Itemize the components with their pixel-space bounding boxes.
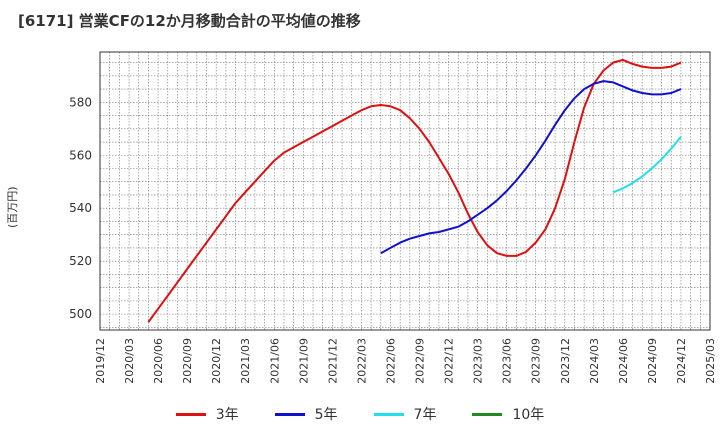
- legend-swatch-10y: [472, 412, 503, 416]
- series-line-1: [380, 80, 682, 255]
- x-tick-label: 2023/09: [530, 338, 543, 384]
- x-tick-label: 2021/09: [297, 338, 310, 384]
- x-tick-label: 2022/12: [443, 338, 456, 384]
- x-tick-label: 2023/06: [501, 338, 514, 384]
- y-tick-label: 560: [69, 148, 92, 162]
- x-tick-label: 2021/12: [326, 338, 339, 384]
- x-tick-label: 2019/12: [94, 338, 107, 384]
- legend-label-5y: 5年: [314, 407, 338, 423]
- x-tick-label: 2020/06: [152, 338, 165, 384]
- y-tick-labels: 500 520 540 560 580: [69, 95, 92, 321]
- chart-title: [6171] 営業CFの12か月移動合計の平均値の推移: [18, 12, 361, 30]
- series-line-2: [612, 136, 682, 194]
- y-tick-label: 540: [69, 201, 92, 215]
- x-tick-label: 2020/09: [181, 338, 194, 384]
- legend-item-10y: 10年: [472, 404, 544, 424]
- legend-item-5y: 5年: [274, 404, 338, 424]
- x-tick-label: 2023/03: [472, 338, 485, 384]
- x-tick-label: 2024/12: [675, 338, 688, 384]
- x-tick-label: 2020/12: [210, 338, 223, 384]
- y-tick-label: 500: [69, 307, 92, 321]
- x-tick-label: 2021/03: [239, 338, 252, 384]
- legend-label-3y: 3年: [215, 407, 239, 423]
- legend-swatch-7y: [373, 412, 404, 416]
- x-tick-label: 2024/03: [588, 338, 601, 384]
- x-tick-labels: 2019/12 2020/03 2020/06 2020/09 2020/12 2021/…: [94, 338, 717, 384]
- x-tick-label: 2023/12: [559, 338, 572, 384]
- legend-swatch-5y: [274, 412, 305, 416]
- plot-area: [99, 51, 711, 331]
- x-tick-label: 2022/06: [384, 338, 397, 384]
- x-tick-label: 2022/09: [414, 338, 427, 384]
- x-tick-label: 2025/03: [704, 338, 717, 384]
- series-lines: [147, 58, 682, 323]
- legend-label-7y: 7年: [413, 407, 437, 423]
- x-tick-label: 2024/09: [646, 338, 659, 384]
- x-tick-label: 2020/03: [123, 338, 136, 384]
- x-tick-label: 2021/06: [268, 338, 281, 384]
- legend-item-7y: 7年: [373, 404, 437, 424]
- y-tick-label: 580: [69, 95, 92, 109]
- legend-item-3y: 3年: [175, 404, 239, 424]
- legend-swatch-3y: [175, 412, 206, 416]
- y-tick-label: 520: [69, 254, 92, 268]
- legend-label-10y: 10年: [512, 407, 545, 423]
- series-line-0: [147, 58, 682, 323]
- x-tick-label: 2022/03: [355, 338, 368, 384]
- x-tick-label: 2024/06: [617, 338, 630, 384]
- grid: [99, 52, 711, 330]
- legend: 3年 5年 7年 10年: [0, 404, 720, 424]
